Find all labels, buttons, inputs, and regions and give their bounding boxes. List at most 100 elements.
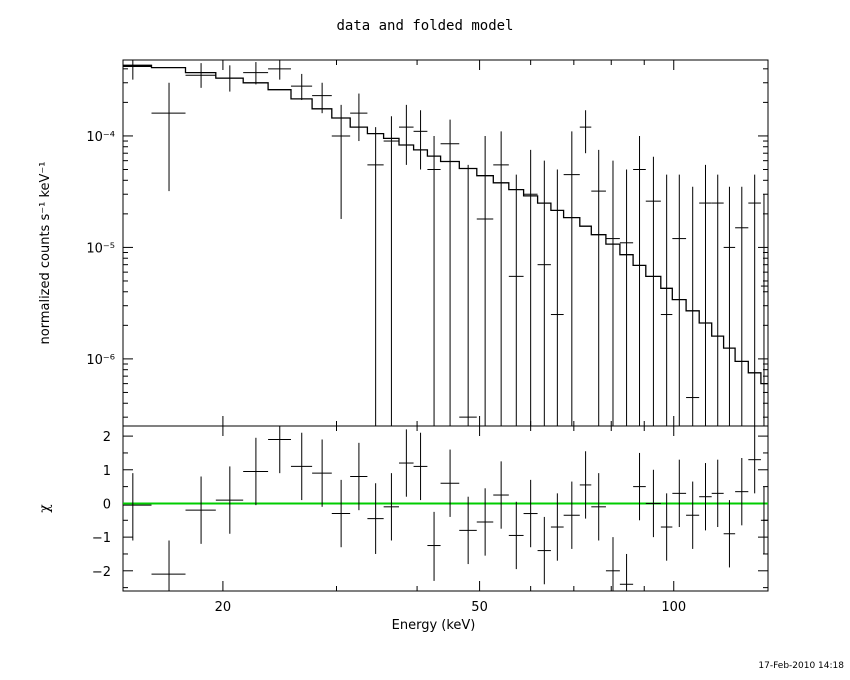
residual-point bbox=[476, 488, 494, 556]
residual-point bbox=[367, 483, 384, 554]
residual-point bbox=[331, 479, 351, 548]
data-point bbox=[550, 169, 564, 426]
data-point bbox=[723, 186, 736, 426]
residual-point bbox=[151, 540, 186, 591]
chart-title: data and folded model bbox=[336, 18, 514, 34]
data-point bbox=[748, 174, 761, 426]
residual-point bbox=[268, 426, 291, 474]
data-point bbox=[350, 93, 368, 142]
y-tick-label: 10⁻⁵ bbox=[86, 241, 115, 256]
y-tick-label: 10⁻⁴ bbox=[86, 130, 115, 145]
residual-point bbox=[735, 457, 749, 526]
residual-point bbox=[290, 432, 313, 501]
data-point bbox=[367, 127, 384, 426]
residual-point bbox=[579, 451, 592, 519]
data-point bbox=[508, 174, 524, 426]
residual-point bbox=[350, 442, 368, 511]
data-point bbox=[760, 194, 768, 426]
residual-point bbox=[459, 496, 477, 565]
x-tick-label: 50 bbox=[471, 600, 488, 615]
y-axis-label: normalized counts s⁻¹ keV⁻¹ bbox=[38, 162, 53, 345]
data-point bbox=[268, 60, 291, 80]
residual-point bbox=[723, 500, 736, 568]
data-point bbox=[398, 104, 414, 165]
residual-point bbox=[427, 511, 441, 581]
residual-point bbox=[243, 437, 269, 506]
data-point bbox=[243, 62, 269, 85]
residual-point bbox=[686, 481, 700, 549]
data-point bbox=[537, 160, 551, 426]
data-point bbox=[123, 60, 152, 80]
residual-point bbox=[591, 473, 606, 541]
data-point bbox=[672, 174, 687, 426]
data-point bbox=[563, 131, 580, 426]
data-point bbox=[711, 174, 724, 426]
residual-point bbox=[493, 461, 509, 529]
x-axis-label: Energy (keV) bbox=[392, 618, 476, 633]
residual-point bbox=[563, 481, 580, 549]
residual-point bbox=[413, 432, 428, 501]
data-point bbox=[290, 73, 313, 101]
residual-point bbox=[537, 516, 551, 585]
data-point bbox=[523, 149, 538, 426]
residual-point bbox=[619, 553, 634, 591]
residual-point bbox=[440, 449, 460, 517]
residual-point bbox=[383, 473, 399, 541]
data-point bbox=[579, 110, 592, 154]
residual-point bbox=[633, 452, 646, 521]
residual-point bbox=[711, 459, 724, 528]
data-point bbox=[735, 186, 749, 426]
residual-point bbox=[605, 537, 620, 591]
residual-point bbox=[523, 479, 538, 548]
residual-point bbox=[699, 463, 712, 531]
residual-point bbox=[660, 493, 673, 561]
data-point bbox=[427, 135, 441, 426]
data-point bbox=[312, 82, 332, 114]
y-tick-label: 10⁻⁶ bbox=[86, 353, 115, 368]
residual-point bbox=[508, 501, 524, 570]
residual-panel: −2 −1 0 1 2 χ bbox=[37, 425, 769, 592]
residual-point bbox=[550, 493, 564, 561]
data-point bbox=[413, 110, 428, 170]
residual-point bbox=[645, 469, 661, 538]
top-panel: 10⁻⁴ 10⁻⁵ 10⁻⁶ normalized counts s⁻¹ keV⁻¹ bbox=[38, 59, 769, 427]
data-point bbox=[619, 169, 634, 426]
data-point bbox=[476, 135, 494, 426]
residual-panel-frame bbox=[122, 425, 769, 592]
residual-point bbox=[760, 486, 768, 554]
residual-point bbox=[215, 466, 244, 534]
model-step-line bbox=[123, 64, 768, 385]
data-point bbox=[459, 164, 477, 426]
timestamp: 17-Feb-2010 14:18 bbox=[758, 661, 844, 671]
chi-axis-label: χ bbox=[37, 504, 53, 513]
residual-point bbox=[672, 459, 687, 528]
chi-tick-label: −1 bbox=[92, 531, 111, 546]
residual-point bbox=[398, 429, 414, 497]
data-point bbox=[591, 149, 606, 426]
data-point bbox=[440, 119, 460, 426]
residual-point bbox=[748, 426, 761, 494]
data-point bbox=[493, 131, 509, 426]
residual-point bbox=[123, 473, 152, 541]
chi-tick-label: 0 bbox=[103, 497, 111, 512]
data-point bbox=[151, 82, 186, 192]
data-point bbox=[633, 135, 646, 426]
data-point bbox=[605, 160, 620, 426]
data-point bbox=[215, 65, 244, 92]
data-point bbox=[645, 156, 661, 426]
data-point bbox=[660, 174, 673, 426]
data-point bbox=[185, 63, 216, 88]
chi-tick-label: 1 bbox=[103, 464, 111, 479]
residual-point bbox=[185, 476, 216, 544]
data-point bbox=[331, 104, 351, 219]
residual-point bbox=[312, 439, 332, 507]
x-tick-label: 20 bbox=[215, 600, 232, 615]
chi-tick-label: 2 bbox=[103, 430, 111, 445]
chi-tick-label: −2 bbox=[92, 565, 111, 580]
x-tick-label: 100 bbox=[661, 600, 686, 615]
data-point bbox=[686, 186, 700, 426]
data-point bbox=[699, 164, 712, 426]
top-panel-frame bbox=[122, 59, 769, 427]
data-point bbox=[383, 116, 399, 426]
